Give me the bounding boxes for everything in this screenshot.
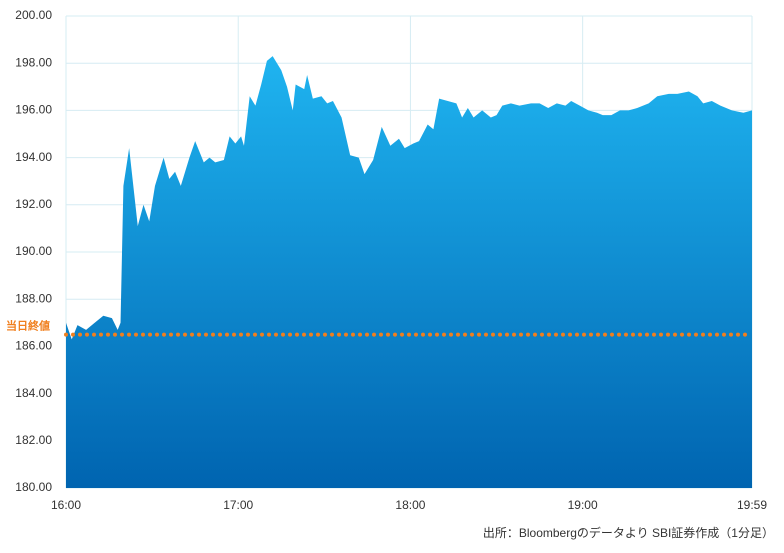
x-tick-label: 17:00 [223, 498, 253, 512]
area [66, 56, 752, 489]
y-tick-label: 184.00 [15, 386, 52, 400]
y-tick-label: 200.00 [15, 8, 52, 22]
y-tick-label: 186.00 [15, 339, 52, 353]
x-tick-label: 19:00 [568, 498, 598, 512]
y-tick-label: 180.00 [15, 480, 52, 494]
reference-label: 当日終値 [6, 319, 50, 333]
y-tick-label: 198.00 [15, 55, 52, 69]
x-tick-label: 19:59 [737, 498, 767, 512]
x-tick-label: 18:00 [395, 498, 425, 512]
source-note: 出所：Bloombergのデータより SBI証券作成（1分足） [483, 525, 774, 540]
y-tick-label: 196.00 [15, 103, 52, 117]
y-tick-label: 192.00 [15, 197, 52, 211]
y-tick-label: 188.00 [15, 291, 52, 305]
x-tick-label: 16:00 [51, 498, 81, 512]
y-tick-label: 182.00 [15, 433, 52, 447]
y-tick-label: 194.00 [15, 150, 52, 164]
y-tick-label: 190.00 [15, 244, 52, 258]
